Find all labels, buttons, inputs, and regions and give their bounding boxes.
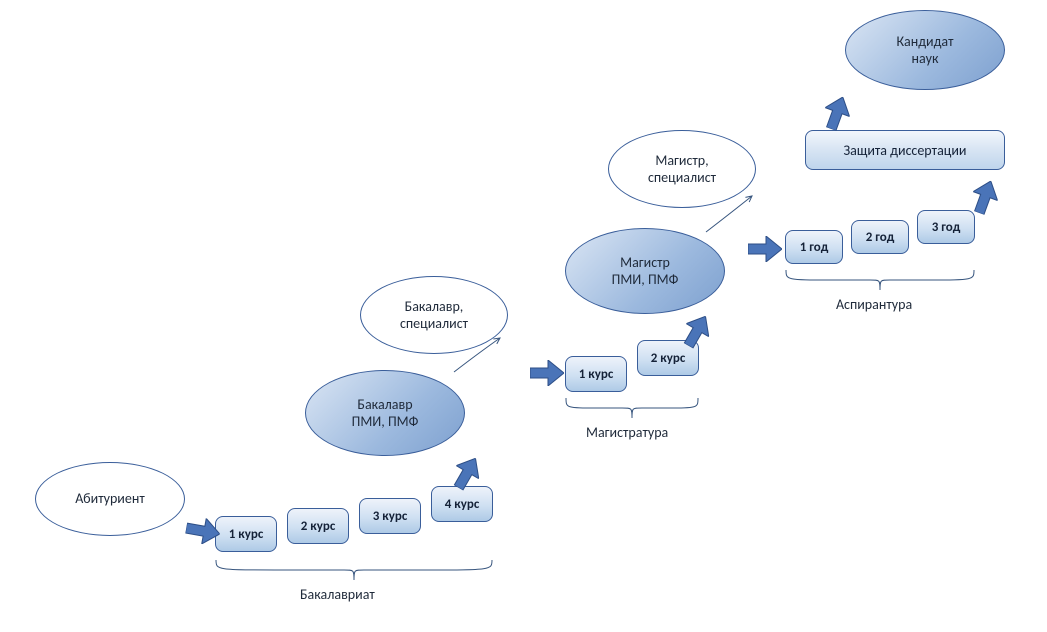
caption-aspirant: Аспирантура <box>836 296 912 313</box>
brace-bachelor <box>216 560 492 582</box>
caption-bachelor: Бакалавриат <box>300 586 375 603</box>
brace-master <box>566 398 698 420</box>
caption-master: Магистратура <box>586 424 668 441</box>
thin-arrow-icon <box>0 0 1047 632</box>
brace-aspirant <box>786 270 974 292</box>
diagram-stage: Абитуриент Бакалавр ПМИ, ПМФ Бакалавр, с… <box>0 0 1047 632</box>
